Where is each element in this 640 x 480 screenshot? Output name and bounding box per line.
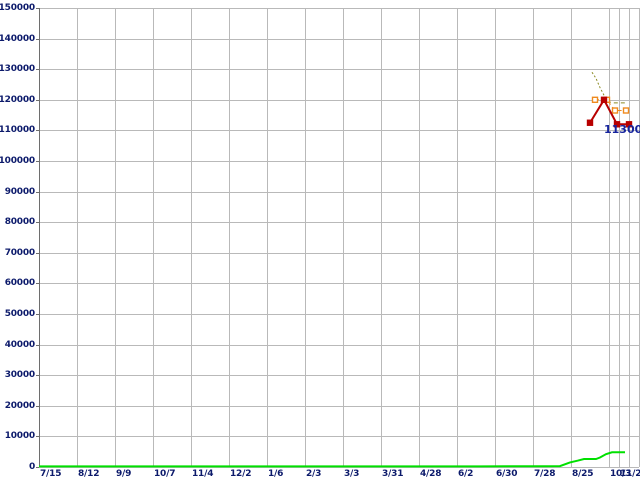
x-axis-tick-label: 7/15	[40, 469, 62, 479]
y-axis-tick-label: 30000	[4, 370, 36, 381]
y-axis-tick-label: 140000	[0, 33, 35, 44]
y-axis-tick-label: 110000	[0, 125, 35, 136]
data-point-label: 11300	[604, 123, 640, 136]
x-axis-tick-label: 3/3	[344, 469, 360, 479]
series-marker	[625, 121, 633, 128]
x-axis-tick-label: 8/25	[572, 469, 594, 479]
series-marker	[600, 96, 608, 104]
y-axis-tick-label: 70000	[4, 247, 36, 258]
y-axis-tick-label: 50000	[4, 309, 36, 319]
series-marker	[591, 96, 599, 104]
series-line	[39, 451, 625, 468]
x-axis-tick-label: 9/9	[116, 469, 132, 479]
series-marker	[622, 107, 630, 114]
x-axis-tick-label: 10/7	[154, 469, 176, 479]
y-axis-tick-label: 100000	[0, 156, 35, 166]
series-marker	[613, 121, 621, 128]
axis-lines	[36, 8, 40, 468]
y-axis-tick-label: 130000	[0, 64, 35, 75]
x-axis-tick-label: 11/29	[620, 469, 640, 479]
series-green-series	[39, 451, 625, 468]
x-axis-tick-label: 8/12	[78, 469, 100, 479]
x-axis-tick-label: 1/6	[268, 469, 284, 479]
series-line	[589, 97, 629, 126]
series-marker	[611, 107, 619, 114]
y-axis-tick-label: 10000	[4, 431, 36, 442]
x-axis-tick-label: 6/2	[458, 469, 474, 479]
series-line	[595, 99, 626, 112]
series-red-series	[586, 96, 633, 128]
x-axis-tick-label: 4/28	[420, 469, 442, 479]
x-axis-tick-label: 10/3	[610, 469, 632, 479]
x-axis-tick-label: 11/4	[192, 469, 214, 479]
x-axis-tick-label: 7/28	[534, 469, 556, 479]
y-axis-tick-label: 20000	[4, 400, 36, 411]
y-axis-tick-label: 90000	[4, 186, 36, 197]
y-axis-tick-label: 0	[28, 462, 35, 472]
x-axis-tick-label: 12/2	[230, 469, 252, 479]
y-axis-tick-label: 40000	[4, 339, 36, 350]
series-marker	[586, 119, 594, 126]
x-axis-tick-label: 3/31	[382, 469, 404, 479]
y-axis-tick-label: 120000	[0, 94, 35, 105]
x-axis-tick-label: 6/30	[496, 469, 518, 479]
y-axis-tick-label: 150000	[0, 3, 35, 13]
data-series-layer	[39, 71, 633, 468]
grid-lines	[39, 8, 640, 468]
y-axis-tick-label: 80000	[4, 217, 36, 228]
y-axis-tick-label: 60000	[4, 278, 36, 289]
x-axis-tick-label: 2/3	[306, 469, 322, 479]
